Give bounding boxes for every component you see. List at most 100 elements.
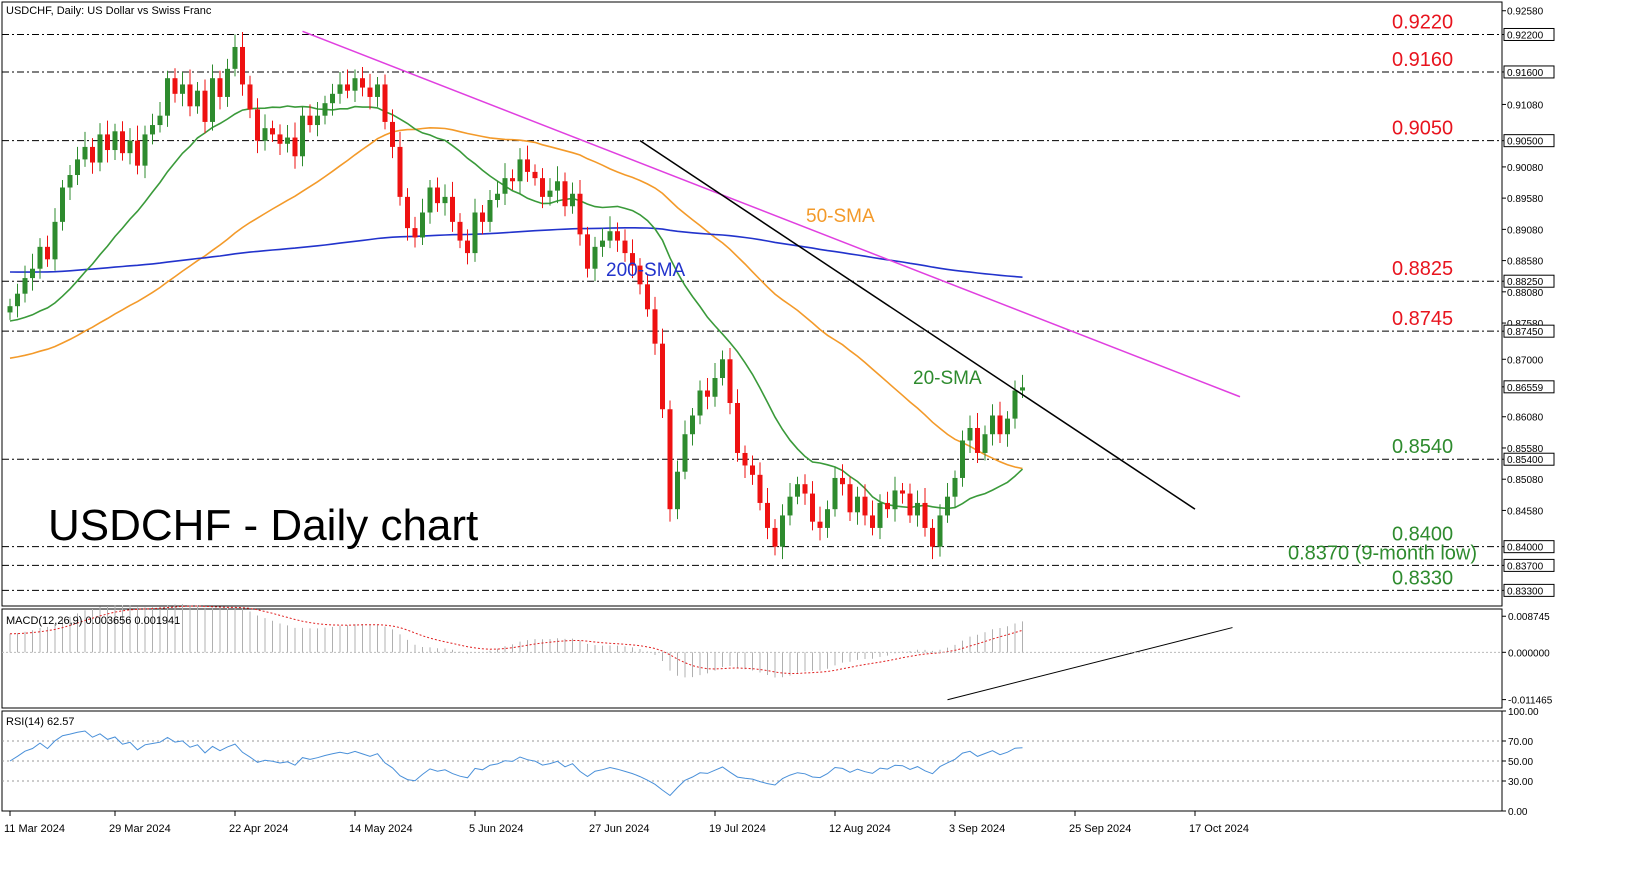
level-label-1: 0.9160	[1392, 49, 1453, 71]
candle-body-22	[172, 78, 178, 94]
level-label-2: 0.9050	[1392, 118, 1453, 140]
candle-body-1	[15, 293, 20, 307]
candle-body-94	[712, 378, 718, 397]
candle-body-131	[990, 415, 995, 435]
candle-body-68	[517, 159, 523, 182]
candle-body-17	[135, 140, 140, 166]
rsi-tick-label-3: 30.00	[1508, 777, 1533, 788]
candle-body-0	[7, 306, 13, 313]
candle-body-19	[150, 125, 155, 135]
price-tick-box-2	[1503, 65, 1555, 79]
candle-body-42	[322, 103, 328, 116]
candle-body-58	[442, 196, 448, 204]
rsi-tick-label-0: 100.00	[1508, 707, 1539, 718]
candle-body-47	[360, 78, 365, 88]
price-tick-label-6: 0.89580	[1507, 194, 1544, 205]
candle-body-122	[922, 502, 928, 528]
price-tick-box-9	[1503, 274, 1555, 288]
price-tick-box-22	[1503, 583, 1555, 597]
time-tick-label-1: 29 Mar 2024	[109, 823, 171, 835]
candle-body-85	[645, 284, 650, 310]
candle-body-52	[397, 146, 403, 197]
price-tick-label-17: 0.85400	[1507, 455, 1544, 466]
level-label-6: 0.8400	[1392, 524, 1453, 546]
candle-body-128	[967, 427, 973, 441]
candle-body-76	[577, 193, 583, 235]
candle-body-130	[982, 434, 988, 453]
candle-body-81	[615, 231, 620, 241]
candle-body-59	[450, 196, 455, 222]
candle-body-29	[225, 68, 230, 97]
rsi-tick-label-2: 50.00	[1508, 757, 1533, 768]
time-tick-label-3: 14 May 2024	[349, 823, 413, 835]
candle-body-92	[697, 390, 703, 416]
price-tick-label-14: 0.86559	[1507, 383, 1544, 394]
price-tick-label-9: 0.88250	[1507, 277, 1544, 288]
macd-tick-label-2: -0.011465	[1508, 696, 1553, 707]
candle-body-133	[1005, 418, 1010, 435]
price-tick-label-15: 0.86080	[1507, 413, 1544, 424]
time-tick-label-4: 5 Jun 2024	[469, 823, 523, 835]
candle-body-103	[780, 515, 785, 547]
candle-body-12	[97, 134, 103, 163]
candle-body-113	[855, 496, 860, 513]
time-tick-label-8: 3 Sep 2024	[949, 823, 1005, 835]
sma20-label: 20-SMA	[913, 368, 982, 389]
candle-body-4	[37, 246, 43, 269]
candle-body-36	[277, 134, 283, 144]
price-tick-box-20	[1503, 540, 1555, 554]
level-label-5: 0.8540	[1392, 436, 1453, 458]
macd-tick-label-0: 0.008745	[1508, 612, 1550, 623]
candle-body-99	[750, 465, 755, 475]
time-tick-label-5: 27 Jun 2024	[589, 823, 650, 835]
candle-body-82	[622, 240, 628, 254]
candle-body-9	[75, 159, 80, 176]
candle-body-60	[457, 221, 463, 241]
candle-body-74	[562, 181, 568, 207]
candle-body-8	[67, 175, 73, 188]
candle-body-18	[142, 134, 148, 166]
candle-body-61	[465, 240, 470, 254]
trendline-magenta	[302, 30, 1241, 398]
candle-body-55	[420, 212, 425, 238]
price-tick-label-2: 0.91600	[1507, 68, 1544, 79]
candle-body-64	[487, 200, 493, 222]
candle-body-111	[840, 477, 845, 485]
candle-body-119	[900, 490, 905, 494]
time-tick-label-7: 12 Aug 2024	[829, 823, 891, 835]
candle-body-77	[585, 234, 590, 269]
candle-body-25	[195, 90, 200, 107]
horizontal-levels	[2, 33, 1502, 591]
candle-body-3	[30, 268, 35, 279]
price-tick-label-0: 0.92580	[1507, 7, 1544, 18]
moving-averages	[9, 105, 1024, 510]
candle-body-102	[772, 527, 778, 547]
price-tick-box-14	[1503, 380, 1555, 394]
candle-body-35	[270, 128, 275, 135]
candle-body-44	[337, 84, 343, 94]
price-tick-label-11: 0.87580	[1507, 319, 1544, 330]
candle-body-98	[742, 452, 748, 466]
macd-signal-line	[9, 605, 1023, 674]
level-label-7: 0.8370 (9-month low)	[1288, 542, 1477, 564]
price-tick-label-12: 0.87450	[1507, 327, 1544, 338]
candle-body-33	[255, 109, 260, 141]
candle-body-56	[427, 187, 433, 213]
sma200-label: 200-SMA	[606, 260, 686, 281]
candle-body-66	[502, 178, 508, 194]
macd-indicator: 0.008745 0.000000 -0.011465	[2, 604, 1553, 707]
level-label-0: 0.9220	[1392, 11, 1453, 33]
price-tick-box-21	[1503, 558, 1555, 572]
candle-body-20	[157, 115, 163, 126]
candle-body-24	[187, 84, 193, 107]
candle-body-104	[787, 496, 793, 516]
candle-body-28	[217, 78, 223, 97]
candle-body-2	[22, 278, 28, 294]
price-tick-label-22: 0.83300	[1507, 586, 1544, 597]
candle-body-83	[630, 253, 635, 266]
candle-body-100	[757, 474, 763, 503]
candle-body-108	[817, 521, 823, 528]
symbol-info: USDCHF, Daily: US Dollar vs Swiss Franc	[6, 5, 212, 17]
